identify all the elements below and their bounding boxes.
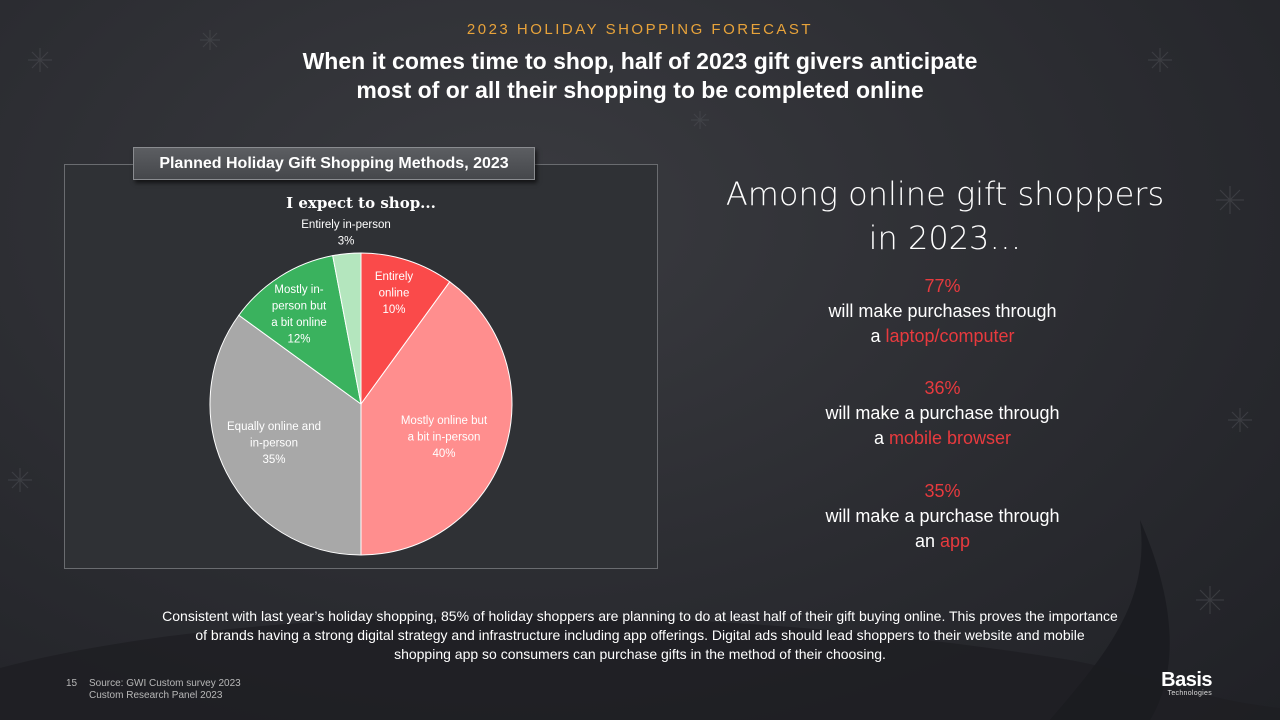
source-note: Source: GWI Custom survey 2023 Custom Re… — [89, 678, 241, 702]
stat-prefix: a — [873, 428, 889, 448]
callout-heading-line-2: in 2023… — [868, 219, 1022, 257]
stat-app: 35% will make a purchase through an app — [760, 479, 1125, 554]
source-line-2: Custom Research Panel 2023 — [89, 690, 223, 701]
stat-prefix: an — [914, 531, 940, 551]
stat-laptop: 77% will make purchases through a laptop… — [760, 274, 1125, 349]
pie-chart: I expect to shop... Entirely online 10% Most… — [209, 194, 513, 556]
stat-device-highlight: mobile browser — [888, 428, 1012, 448]
slide-headline: When it comes time to shop, half of 2023… — [190, 47, 1090, 105]
chart-title: Planned Holiday Gift Shopping Methods, 2… — [133, 147, 535, 180]
pie-slice — [332, 252, 362, 405]
stat-device: a laptop/computer — [760, 324, 1125, 349]
pie-slice — [360, 281, 513, 556]
pie-slice-label: Entirely online 10% — [375, 271, 414, 316]
stat-text: will make a purchase through — [825, 506, 1060, 526]
stat-prefix: a — [870, 326, 886, 346]
stat-device: an app — [760, 529, 1125, 554]
footer-commentary: Consistent with last year’s holiday shop… — [108, 607, 1172, 664]
pie-slice — [238, 255, 362, 406]
headline-line-2: most of or all their shopping to be comp… — [356, 77, 924, 103]
pie-heading: I expect to shop... — [286, 194, 436, 212]
pie-slice-label: Entirely in-person 3% — [301, 219, 390, 248]
pie-slice — [209, 314, 362, 556]
stat-mobile-browser: 36% will make a purchase through a mobil… — [760, 376, 1125, 451]
pie-slice-label: Equally online and in-person 35% — [227, 421, 321, 466]
pie-slice-label: Mostly in-person but a bit online 12% — [271, 284, 327, 346]
stat-device-highlight: app — [939, 531, 971, 551]
stat-percentage: 77% — [924, 276, 961, 296]
pie-slice — [360, 252, 451, 406]
source-line-1: Source: GWI Custom survey 2023 — [89, 678, 241, 689]
headline-line-1: When it comes time to shop, half of 2023… — [302, 48, 978, 74]
callout-heading: Among online gift shoppers in 2023… — [700, 172, 1190, 260]
brand-logo: Basis Technologies — [1140, 670, 1212, 698]
pie-slice-label: Mostly online but a bit in-person 40% — [401, 415, 488, 460]
footer-line-3: shopping app so consumers can purchase g… — [394, 646, 886, 662]
page-number: 15 — [66, 678, 78, 689]
stat-percentage: 35% — [924, 481, 961, 501]
stat-device: a mobile browser — [760, 426, 1125, 451]
callout-heading-line-1: Among online gift shoppers — [725, 175, 1165, 213]
footer-line-2: of brands having a strong digital strate… — [195, 627, 1085, 643]
stat-text: will make a purchase through — [825, 403, 1060, 423]
logo-wordmark: Basis — [1161, 669, 1212, 691]
slide-kicker: 2023 HOLIDAY SHOPPING FORECAST — [466, 21, 814, 38]
stat-text: will make purchases through — [828, 301, 1057, 321]
stat-device-highlight: laptop/computer — [885, 326, 1015, 346]
footer-line-1: Consistent with last year’s holiday shop… — [162, 608, 1118, 624]
logo-subtitle: Technologies — [1167, 690, 1212, 697]
stat-percentage: 36% — [924, 378, 961, 398]
